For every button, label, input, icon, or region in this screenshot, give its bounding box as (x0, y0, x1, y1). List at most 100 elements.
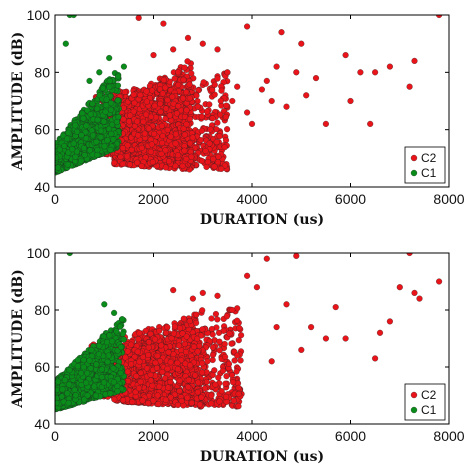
point-c2 (347, 97, 354, 105)
point-c2 (163, 329, 170, 336)
point-c2 (156, 86, 164, 93)
point-c2 (229, 306, 236, 314)
point-c2 (185, 384, 192, 391)
point-c2 (209, 344, 217, 351)
point-c2 (124, 153, 131, 160)
point-c2 (147, 148, 154, 155)
point-c2 (183, 89, 190, 96)
point-c2 (202, 147, 209, 155)
point-c2 (212, 381, 219, 388)
point-c2 (158, 342, 165, 349)
point-c1 (115, 73, 122, 80)
point-c1 (80, 144, 88, 152)
point-c1 (64, 135, 71, 142)
point-c2 (235, 403, 242, 410)
plot-area (55, 15, 443, 176)
point-c2 (175, 81, 182, 88)
point-c2 (124, 348, 131, 355)
point-c2 (174, 401, 181, 409)
point-c2 (342, 335, 349, 342)
point-c2 (248, 120, 256, 127)
point-c1 (87, 111, 94, 118)
point-c2 (162, 147, 169, 154)
point-c2 (386, 63, 393, 70)
point-c2 (357, 69, 364, 76)
point-c2 (182, 348, 190, 356)
point-c2 (222, 380, 229, 387)
point-c2 (165, 384, 172, 391)
point-c2 (134, 118, 141, 125)
point-c2 (159, 139, 166, 146)
point-c1 (86, 77, 93, 84)
point-c2 (226, 330, 233, 337)
point-c2 (147, 371, 154, 378)
point-c2 (273, 63, 280, 70)
point-c2 (253, 284, 260, 291)
point-c2 (121, 89, 128, 96)
plot-area (55, 253, 443, 413)
point-c2 (216, 347, 223, 354)
point-c2 (223, 102, 230, 109)
point-c2 (162, 396, 169, 403)
point-c1 (106, 54, 113, 62)
point-c2 (162, 115, 169, 122)
point-c2 (130, 91, 137, 98)
point-c1 (84, 107, 91, 114)
point-c2 (174, 366, 181, 373)
point-c2 (111, 159, 118, 166)
point-c2 (119, 160, 126, 167)
point-c2 (211, 81, 218, 88)
point-c2 (233, 368, 240, 375)
point-c2 (209, 115, 216, 122)
legend-label-c2: C2 (421, 151, 437, 165)
point-c2 (199, 360, 206, 367)
point-c2 (225, 360, 233, 367)
point-c2 (145, 125, 152, 132)
y-axis-label: AMPLITUDE (dB) (10, 32, 26, 171)
point-c2 (208, 392, 215, 399)
point-c2 (235, 390, 242, 398)
point-c2 (206, 140, 213, 147)
point-c2 (214, 119, 221, 126)
point-c2 (193, 311, 200, 318)
point-c2 (198, 332, 205, 339)
point-c2 (179, 330, 186, 337)
point-c2 (210, 155, 217, 163)
point-c2 (180, 125, 187, 132)
point-c2 (215, 374, 222, 381)
series-c1 (55, 15, 127, 176)
point-c2 (416, 295, 423, 302)
point-c2 (215, 153, 222, 160)
point-c2 (230, 379, 237, 386)
point-c2 (223, 373, 230, 380)
point-c1 (100, 118, 107, 125)
point-c2 (209, 356, 216, 364)
point-c2 (196, 401, 203, 408)
point-c2 (263, 77, 270, 84)
point-c2 (244, 109, 251, 116)
point-c2 (138, 144, 145, 151)
point-c2 (194, 103, 201, 110)
point-c2 (149, 159, 156, 166)
point-c2 (396, 284, 403, 291)
point-c2 (154, 392, 161, 399)
point-c2 (167, 133, 174, 140)
point-c2 (293, 69, 300, 76)
point-c1 (94, 151, 101, 158)
point-c2 (199, 326, 206, 333)
point-c2 (165, 158, 173, 165)
point-c2 (303, 92, 310, 99)
y-tick-label: 80 (34, 64, 50, 80)
point-c2 (221, 340, 228, 348)
point-c2 (332, 304, 339, 311)
point-c2 (194, 335, 201, 342)
point-c2 (176, 388, 183, 395)
point-c2 (180, 76, 187, 83)
point-c2 (208, 325, 215, 333)
point-c2 (217, 97, 224, 104)
point-c2 (147, 377, 154, 384)
point-c2 (137, 369, 144, 376)
point-c2 (268, 358, 275, 365)
point-c1 (86, 147, 93, 154)
